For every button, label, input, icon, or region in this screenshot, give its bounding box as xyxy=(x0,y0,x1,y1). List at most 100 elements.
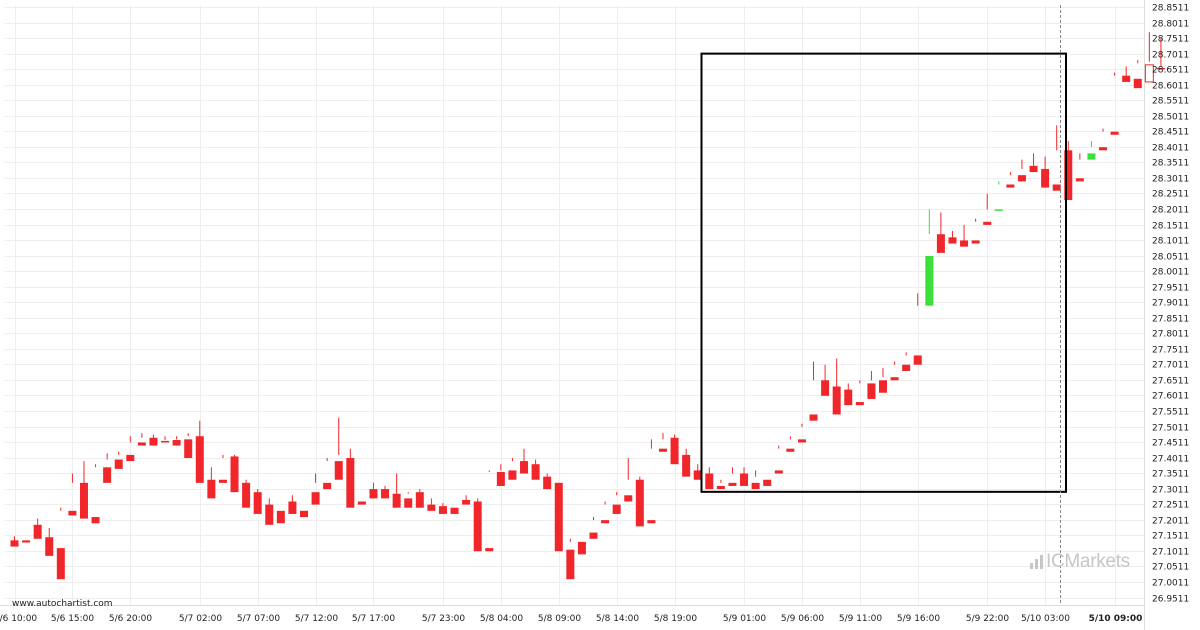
grid-lines xyxy=(0,0,1145,630)
candle-body xyxy=(288,501,297,514)
candle xyxy=(693,464,702,480)
candle xyxy=(821,364,830,396)
y-tick-label: 28.2011 xyxy=(1152,206,1189,216)
y-tick-label: 28.0011 xyxy=(1152,268,1189,278)
candle xyxy=(670,434,679,465)
candle-body xyxy=(300,510,308,518)
candle xyxy=(10,536,19,547)
y-axis: 28.8511 28.8011 28.7511 28.7011 28.6511 28.60… xyxy=(1152,4,1189,605)
candle-body xyxy=(751,482,760,490)
candle-body xyxy=(22,540,31,543)
candle xyxy=(91,464,100,524)
candle-body xyxy=(1122,75,1131,82)
candle-body xyxy=(763,479,772,486)
candle-body xyxy=(1144,64,1154,83)
candle xyxy=(728,467,737,486)
candle-body xyxy=(195,436,204,483)
x-tick-label: 5/7 07:00 xyxy=(237,614,281,624)
candle xyxy=(184,433,193,458)
x-tick-label: 5/6 10:00 xyxy=(0,614,37,624)
y-tick-label: 28.5511 xyxy=(1152,97,1189,107)
candle xyxy=(288,495,297,514)
x-tick-label: 5/9 22:00 xyxy=(966,614,1010,624)
y-tick-label: 28.8511 xyxy=(1152,4,1189,14)
candle xyxy=(994,181,1003,211)
x-tick-label: 5/9 01:00 xyxy=(723,614,767,624)
candle-body xyxy=(1133,78,1142,89)
candle xyxy=(334,417,343,480)
candle-body xyxy=(601,520,610,524)
y-tick-label: 27.7511 xyxy=(1152,346,1189,356)
candle xyxy=(797,423,806,443)
x-tick-label: 5/9 06:00 xyxy=(781,614,825,624)
y-tick-label: 27.4511 xyxy=(1152,439,1189,449)
candle xyxy=(566,538,575,580)
y-tick-label: 27.9511 xyxy=(1152,284,1189,294)
candle xyxy=(936,212,945,253)
candle xyxy=(508,457,517,480)
candle xyxy=(682,448,691,477)
candle xyxy=(948,231,957,244)
pattern-box xyxy=(700,52,1067,493)
candle xyxy=(369,482,378,499)
candle xyxy=(438,503,447,514)
watermark-text: ICMarkets xyxy=(1046,551,1130,572)
candle xyxy=(1099,128,1108,151)
candle xyxy=(531,459,540,480)
candle xyxy=(913,293,922,365)
candle-body xyxy=(485,548,494,552)
candle xyxy=(844,383,853,406)
y-tick-label: 27.6011 xyxy=(1152,392,1189,402)
y-tick-label: 28.8011 xyxy=(1152,20,1189,30)
candle-body xyxy=(10,540,19,547)
candle xyxy=(1087,140,1096,160)
y-tick-label: 28.2511 xyxy=(1152,190,1189,200)
y-tick-label: 28.7011 xyxy=(1152,51,1189,61)
candle xyxy=(357,501,366,505)
candle-body xyxy=(369,489,378,499)
y-tick-label: 28.4511 xyxy=(1152,128,1189,138)
candle xyxy=(172,436,181,446)
x-tick-label: 5/7 23:00 xyxy=(422,614,466,624)
candle-body xyxy=(415,492,424,508)
candle xyxy=(1029,153,1038,173)
candle-body xyxy=(936,234,945,253)
candle-body xyxy=(740,473,749,486)
candle xyxy=(751,470,760,490)
candle xyxy=(381,485,390,499)
candle xyxy=(774,445,783,474)
candle-body xyxy=(276,510,285,524)
x-tick-label: 5/10 03:00 xyxy=(1021,614,1070,624)
candle xyxy=(404,492,413,508)
candle xyxy=(763,479,772,486)
candle xyxy=(902,352,911,371)
candle-body xyxy=(728,482,737,486)
candle xyxy=(1122,66,1131,82)
y-tick-label: 27.8511 xyxy=(1152,315,1189,325)
candle xyxy=(22,540,31,543)
candle xyxy=(786,436,795,452)
candle-body xyxy=(705,473,714,490)
y-tick-label: 28.3511 xyxy=(1152,159,1189,169)
x-axis: 5/6 10:00 5/6 15:00 5/6 20:00 5/7 02:00 5/7 … xyxy=(0,614,1142,624)
candle-body xyxy=(438,506,447,514)
candle-body xyxy=(161,440,170,443)
candle xyxy=(300,510,308,518)
candle xyxy=(218,454,227,483)
candle xyxy=(1006,172,1015,188)
candle-body xyxy=(589,532,598,539)
candle xyxy=(554,482,563,552)
candle-body xyxy=(323,482,332,490)
x-tick-label: 5/9 11:00 xyxy=(839,614,883,624)
broker-watermark: ICMarkets xyxy=(1030,551,1130,573)
candle xyxy=(496,464,505,486)
candle xyxy=(589,517,598,539)
x-tick-label: 5/8 14:00 xyxy=(596,614,640,624)
candle-body xyxy=(960,240,969,247)
candle-body xyxy=(473,501,482,552)
candle xyxy=(265,498,274,525)
candle-body xyxy=(809,414,818,421)
candle xyxy=(855,380,864,406)
candle xyxy=(137,433,146,446)
candle-body xyxy=(844,389,853,406)
